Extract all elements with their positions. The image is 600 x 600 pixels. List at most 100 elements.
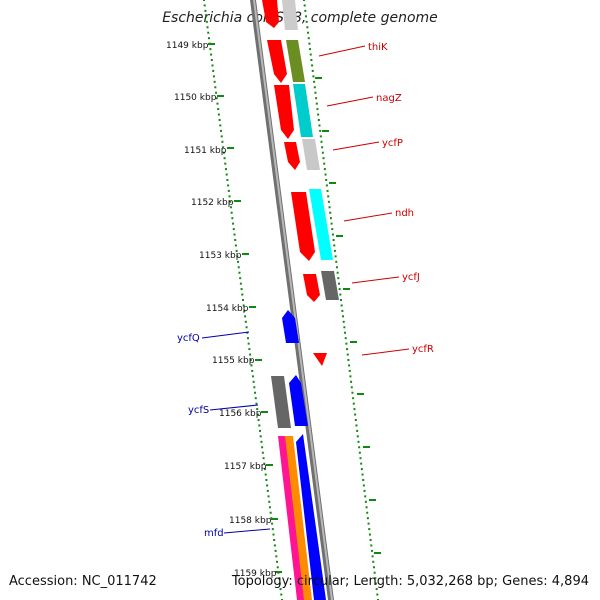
scale-dot: [372, 560, 375, 563]
scale-dot: [363, 489, 366, 492]
scale-dot: [320, 140, 323, 143]
scale-dot: [227, 184, 230, 187]
gene-ycfJ-arrow: [303, 274, 320, 302]
feature-track: [262, 0, 339, 600]
scale-dot: [330, 222, 333, 225]
scale-dot: [369, 539, 372, 541]
scale-dot: [303, 0, 305, 1]
gene-label-ndh: ndh: [395, 208, 414, 219]
gene-ycfQ-arrow: [282, 310, 299, 343]
scale-dot: [215, 97, 218, 100]
scale-dot: [204, 9, 207, 12]
scale-dot: [254, 397, 257, 400]
scale-dot: [243, 309, 246, 312]
gene-block: [321, 271, 339, 300]
gene-block: [286, 40, 305, 82]
gene-label-mfd: mfd: [204, 528, 224, 539]
scale-dot: [323, 168, 326, 171]
gene-ndh-arrow: [291, 192, 315, 261]
scale-dot: [264, 473, 267, 476]
scale-dot: [280, 593, 283, 596]
scale-dot: [228, 195, 231, 198]
scale-dot: [306, 26, 309, 29]
scale-dot: [244, 320, 247, 323]
scale-dot: [275, 555, 278, 558]
scale-dot: [342, 315, 345, 318]
scale-dot: [354, 413, 357, 416]
scale-dot: [335, 260, 338, 263]
scale-labels: 1149 kbp 1150 kbp 1151 kbp 1152 kbp 1153…: [166, 41, 277, 579]
scale-dot: [343, 326, 346, 329]
scale-dot: [273, 539, 276, 541]
scale-dot: [304, 9, 307, 12]
scale-dot: [268, 500, 271, 503]
scale-dot: [336, 271, 339, 274]
scale-dot: [209, 48, 212, 51]
scale-dot: [352, 397, 355, 400]
scale-dot: [206, 26, 209, 29]
gene-block: [302, 139, 320, 170]
scale-dot: [235, 249, 238, 252]
scale-dot: [350, 386, 353, 389]
gene-label-ycfS: ycfS: [188, 405, 209, 416]
scale-dot: [366, 517, 369, 520]
scale-dot: [337, 282, 340, 285]
scale-dot: [220, 129, 223, 132]
scale-dot: [219, 124, 222, 127]
scale-dot: [315, 97, 318, 100]
scale-dot: [375, 588, 378, 591]
scale-dot: [358, 446, 361, 449]
scale-dot: [249, 359, 252, 361]
scale-dot: [247, 342, 250, 345]
scale-dot: [259, 429, 262, 432]
scale-dot: [353, 408, 356, 411]
scale-dot: [210, 59, 213, 61]
scale-dot: [326, 189, 329, 192]
scale-dot: [324, 173, 327, 176]
scale-dot: [207, 31, 210, 34]
scale-dot: [371, 555, 374, 558]
scale-dot: [217, 108, 220, 111]
scale-dot: [244, 315, 247, 318]
scale-dot: [354, 419, 357, 421]
scale-dot: [316, 108, 319, 111]
scale-dot: [227, 189, 230, 192]
scale-dot: [249, 353, 252, 356]
scale-dot: [309, 53, 312, 56]
scale-dot: [269, 511, 272, 514]
genome-backbone: [250, 0, 334, 600]
gene-label-thiK: thiK: [368, 42, 388, 53]
scale-dot: [259, 435, 262, 438]
scale-label: 1158 kbp: [229, 516, 272, 526]
scale-dot: [368, 528, 371, 531]
scale-dot: [362, 479, 365, 481]
scale-dot: [222, 151, 225, 154]
scale-dot: [222, 146, 225, 149]
scale-dot: [344, 331, 347, 334]
scale-dot: [365, 506, 368, 509]
scale-dot: [262, 457, 265, 460]
scale-dot: [329, 217, 332, 220]
scale-dot: [255, 402, 258, 405]
scale-dot: [268, 506, 271, 509]
scale-dot: [361, 473, 364, 476]
gene-block: [262, 0, 279, 28]
scale-dot: [252, 380, 255, 383]
scale-dot: [224, 162, 227, 165]
scale-dot: [203, 4, 206, 7]
scale-dot: [246, 337, 249, 340]
gene-label-nagZ: nagZ: [376, 93, 402, 104]
scale-dot: [372, 566, 375, 569]
scale-dot: [312, 75, 315, 78]
scale-dot: [359, 457, 362, 460]
scale-dot: [313, 86, 316, 89]
scale-dot: [332, 239, 335, 241]
scale-dot: [318, 124, 321, 127]
scale-dot: [323, 162, 326, 165]
scale-dot: [376, 593, 379, 596]
scale-dot: [331, 233, 334, 236]
scale-dot: [258, 424, 261, 427]
scale-dot: [370, 544, 373, 547]
scale-dot: [348, 369, 351, 372]
scale-dot: [229, 200, 232, 203]
